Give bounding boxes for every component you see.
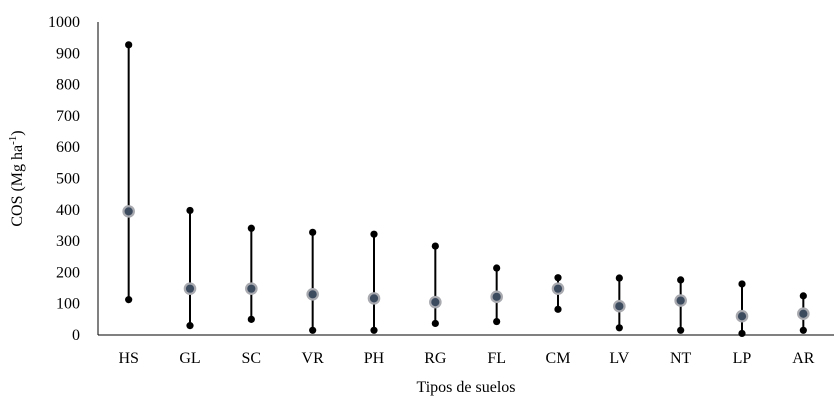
y-axis-title-main: COS (Mg ha — [9, 145, 26, 227]
min-point-sc — [247, 315, 255, 323]
min-point-ar — [799, 326, 807, 334]
x-tick-label: VR — [302, 350, 325, 367]
x-tick-label: AR — [792, 350, 815, 367]
max-point-rg — [431, 242, 439, 250]
y-axis-title-close: ) — [9, 130, 26, 135]
mean-point-nt — [674, 294, 687, 307]
mean-point-vr — [306, 288, 319, 301]
x-tick-label: RG — [424, 350, 447, 367]
x-tick-label: LP — [733, 350, 752, 367]
x-tick-label: CM — [546, 350, 571, 367]
y-axis-title-sup: -1 — [7, 136, 19, 145]
x-tick-label: FL — [487, 350, 506, 367]
mean-point-hs — [122, 205, 135, 218]
y-tick-label: 0 — [72, 327, 80, 344]
axes — [97, 22, 834, 336]
min-point-ph — [370, 326, 378, 334]
y-tick-label: 700 — [56, 108, 80, 125]
max-point-nt — [677, 276, 685, 284]
y-tick-label: 300 — [56, 233, 80, 250]
y-tick-label: 400 — [56, 202, 80, 219]
min-point-lp — [738, 329, 746, 338]
mean-point-rg — [429, 295, 442, 309]
min-point-fl — [493, 317, 501, 326]
min-point-cm — [554, 305, 562, 313]
x-tick-labels: HS GL SC VR PH RG FL CM LV NT LP AR — [118, 350, 814, 367]
mean-point-ph — [367, 292, 381, 305]
mean-point-ar — [797, 307, 810, 321]
max-point-cm — [554, 274, 562, 282]
y-tick-label: 500 — [56, 171, 80, 188]
y-tick-label: 900 — [56, 45, 80, 62]
y-tick-label: 600 — [56, 139, 80, 156]
mean-point-lp — [735, 309, 749, 323]
x-tick-label: GL — [179, 350, 200, 367]
x-tick-label: HS — [118, 350, 138, 367]
y-tick-label: 200 — [56, 264, 80, 281]
y-axis-title: COS (Mg ha-1) — [7, 130, 26, 226]
min-point-hs — [125, 296, 133, 304]
y-tick-label: 100 — [56, 296, 80, 313]
max-point-gl — [186, 206, 194, 215]
max-point-fl — [493, 264, 501, 272]
max-point-ph — [370, 230, 378, 238]
y-tick-label: 800 — [56, 77, 80, 94]
min-point-lv — [615, 324, 623, 332]
mean-point-gl — [183, 282, 197, 295]
max-point-vr — [309, 228, 317, 236]
max-point-ar — [799, 292, 807, 300]
x-axis-title: Tipos de suelos — [417, 379, 516, 396]
min-point-gl — [186, 322, 194, 330]
max-point-lp — [738, 280, 746, 288]
y-tick-labels: 0 100 200 300 400 500 600 700 800 900 1000 — [48, 14, 80, 344]
min-point-rg — [431, 319, 439, 328]
x-tick-label: PH — [364, 350, 385, 367]
x-tick-label: NT — [670, 350, 692, 367]
min-point-nt — [677, 326, 685, 334]
x-tick-label: SC — [242, 350, 262, 367]
y-tick-label: 1000 — [48, 14, 80, 31]
mean-point-cm — [551, 282, 565, 295]
min-point-vr — [309, 326, 317, 334]
mean-point-fl — [490, 290, 503, 304]
x-tick-label: LV — [609, 350, 629, 367]
mean-point-lv — [613, 299, 626, 313]
data-marks — [122, 41, 810, 338]
mean-point-sc — [245, 282, 258, 295]
max-point-lv — [615, 274, 623, 282]
max-point-sc — [247, 224, 255, 232]
max-point-hs — [125, 41, 133, 49]
